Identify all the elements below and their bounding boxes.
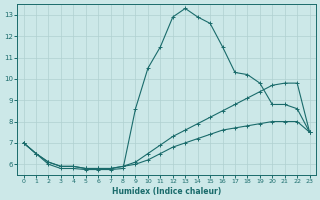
X-axis label: Humidex (Indice chaleur): Humidex (Indice chaleur) xyxy=(112,187,221,196)
